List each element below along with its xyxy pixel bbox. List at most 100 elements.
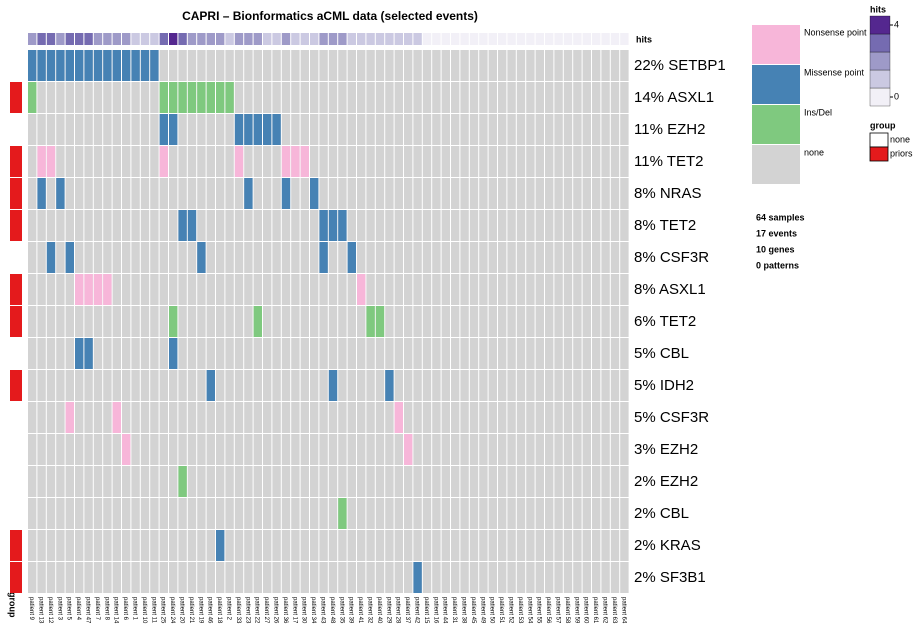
empty-cell: [366, 274, 375, 305]
group-cell: [10, 274, 22, 305]
empty-cell: [281, 242, 291, 273]
empty-cell: [432, 530, 441, 561]
empty-cell: [84, 402, 93, 433]
empty-cell: [328, 274, 338, 305]
sample-label: patient 2: [226, 597, 232, 621]
hits-cell: [103, 33, 112, 45]
empty-cell: [385, 274, 394, 305]
empty-cell: [413, 530, 422, 561]
empty-cell: [460, 434, 469, 465]
empty-cell: [310, 82, 319, 113]
empty-cell: [300, 178, 309, 209]
empty-cell: [347, 530, 356, 561]
empty-cell: [56, 402, 65, 433]
empty-cell: [65, 114, 74, 145]
empty-cell: [328, 50, 338, 81]
group-cell: [10, 530, 22, 561]
hits-legend-tick-label: 4: [894, 19, 899, 29]
empty-cell: [526, 338, 535, 369]
empty-cell: [582, 50, 591, 81]
hits-cell: [375, 33, 385, 45]
empty-cell: [610, 274, 620, 305]
empty-cell: [498, 466, 507, 497]
empty-cell: [357, 434, 366, 465]
empty-cell: [610, 242, 620, 273]
empty-cell: [75, 530, 84, 561]
empty-cell: [516, 82, 526, 113]
empty-cell: [573, 434, 582, 465]
empty-cell: [554, 242, 563, 273]
empty-cell: [375, 498, 385, 529]
empty-cell: [338, 466, 347, 497]
empty-cell: [112, 114, 121, 145]
hits-cell: [159, 33, 168, 45]
empty-cell: [582, 434, 591, 465]
empty-cell: [300, 274, 309, 305]
empty-cell: [37, 498, 46, 529]
empty-cell: [225, 242, 234, 273]
empty-cell: [385, 434, 394, 465]
event-cell: [310, 178, 319, 209]
empty-cell: [291, 402, 300, 433]
empty-cell: [216, 306, 225, 337]
empty-cell: [159, 274, 168, 305]
empty-cell: [535, 370, 544, 401]
empty-cell: [319, 274, 328, 305]
event-cell: [187, 210, 197, 241]
event-cell: [28, 50, 37, 81]
empty-cell: [234, 562, 244, 593]
empty-cell: [451, 562, 460, 593]
empty-cell: [441, 50, 450, 81]
sample-label: patient 7: [94, 597, 100, 621]
empty-cell: [140, 178, 150, 209]
empty-cell: [225, 114, 234, 145]
empty-cell: [150, 178, 159, 209]
empty-cell: [385, 178, 394, 209]
empty-cell: [131, 146, 140, 177]
empty-cell: [84, 562, 93, 593]
empty-cell: [394, 498, 403, 529]
empty-cell: [516, 178, 526, 209]
empty-cell: [159, 498, 168, 529]
empty-cell: [206, 274, 215, 305]
event-cell: [216, 82, 225, 113]
empty-cell: [554, 370, 563, 401]
empty-cell: [554, 274, 563, 305]
empty-cell: [56, 210, 65, 241]
empty-cell: [366, 210, 375, 241]
empty-cell: [291, 434, 300, 465]
empty-cell: [479, 402, 488, 433]
empty-cell: [291, 370, 300, 401]
empty-cell: [281, 434, 291, 465]
empty-cell: [28, 114, 37, 145]
empty-cell: [37, 274, 46, 305]
empty-cell: [328, 434, 338, 465]
empty-cell: [84, 178, 93, 209]
empty-cell: [620, 242, 629, 273]
empty-cell: [610, 306, 620, 337]
empty-cell: [601, 370, 610, 401]
empty-cell: [169, 146, 178, 177]
group-cell: [10, 370, 22, 401]
empty-cell: [263, 402, 272, 433]
event-cell: [338, 498, 347, 529]
empty-cell: [263, 530, 272, 561]
hits-cell: [310, 33, 319, 45]
empty-cell: [535, 274, 544, 305]
empty-cell: [150, 530, 159, 561]
empty-cell: [28, 402, 37, 433]
group-label: group: [8, 592, 18, 618]
empty-cell: [28, 370, 37, 401]
empty-cell: [197, 210, 206, 241]
empty-cell: [197, 114, 206, 145]
empty-cell: [582, 530, 591, 561]
empty-cell: [56, 274, 65, 305]
empty-cell: [93, 466, 103, 497]
empty-cell: [65, 370, 74, 401]
empty-cell: [150, 274, 159, 305]
empty-cell: [263, 434, 272, 465]
empty-cell: [150, 242, 159, 273]
empty-cell: [281, 530, 291, 561]
empty-cell: [375, 402, 385, 433]
empty-cell: [563, 498, 573, 529]
